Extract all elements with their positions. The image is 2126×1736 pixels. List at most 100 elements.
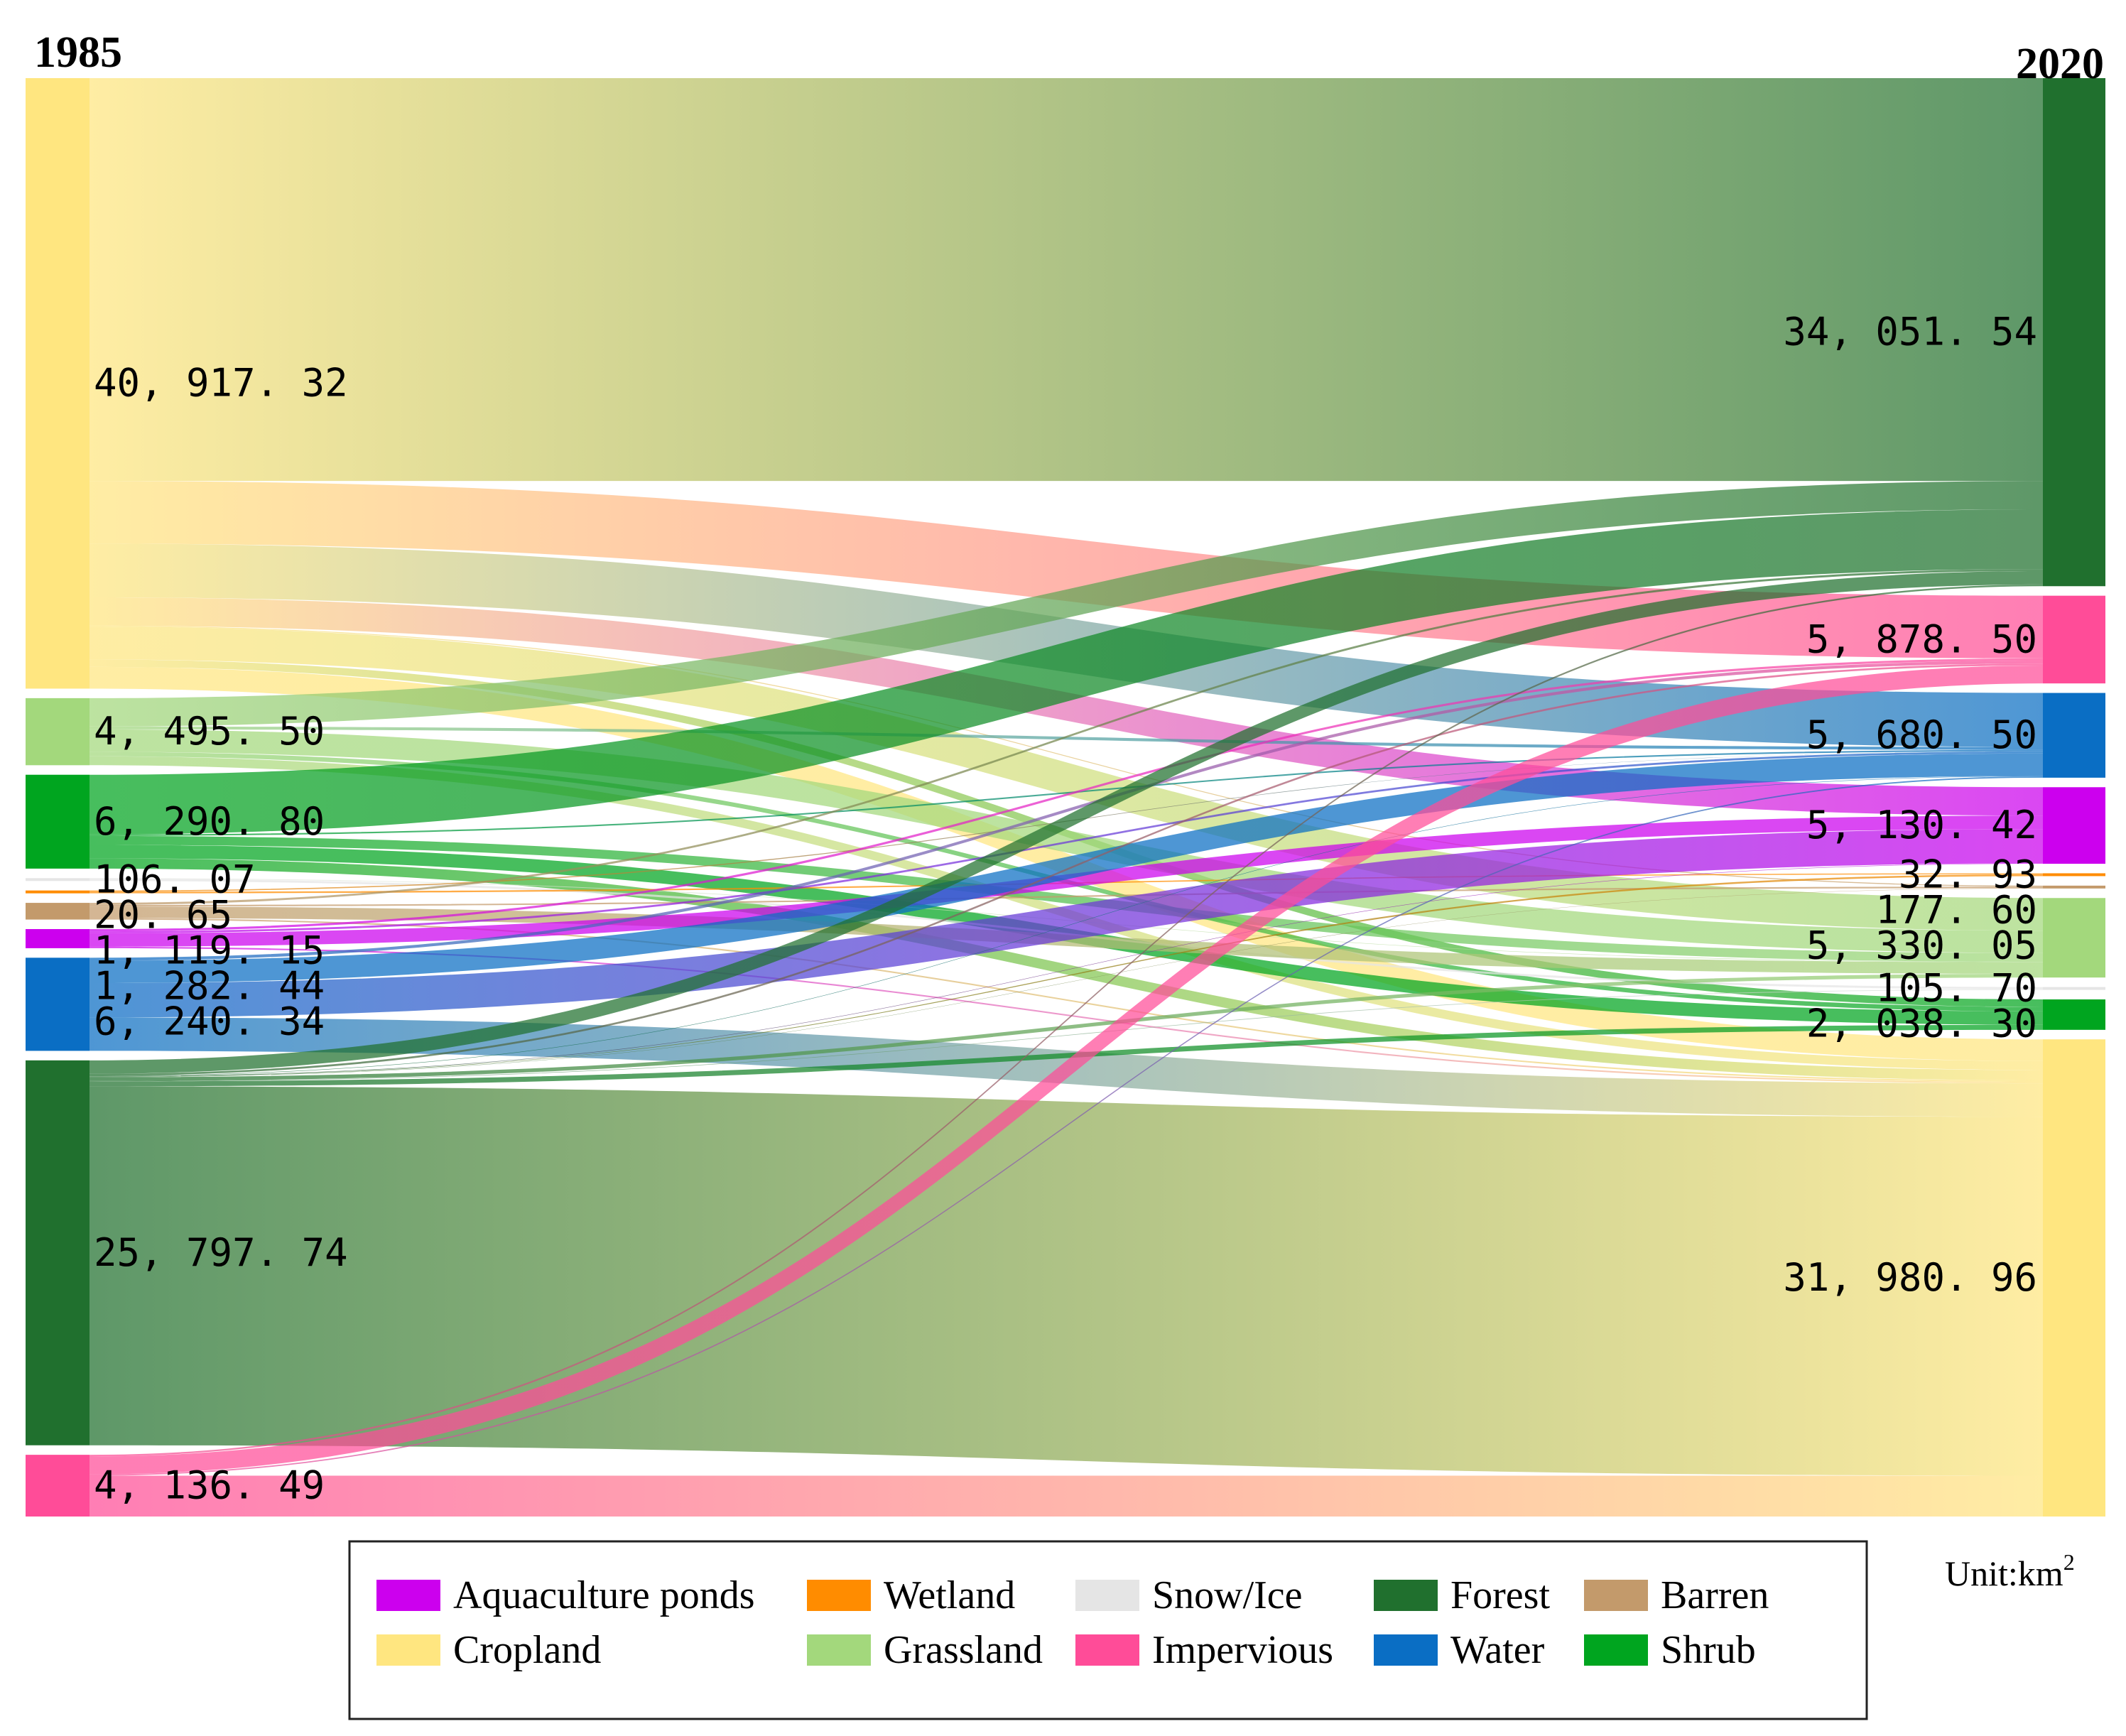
right-value-label-wetland: 32. 93: [1899, 852, 2037, 896]
right-nodes: [2043, 78, 2105, 1517]
legend-label-aquaculture-ponds: Aquaculture ponds: [453, 1573, 755, 1617]
legend-label-snow-ice: Snow/Ice: [1152, 1573, 1303, 1617]
left-value-label-barren: 1, 119. 15: [94, 928, 325, 972]
legend-label-cropland: Cropland: [453, 1628, 601, 1672]
flow-forest-to-impervious: [90, 663, 2043, 1076]
legend-swatch-grassland: [807, 1634, 871, 1666]
flow-forest-to-grassland: [90, 973, 2043, 1081]
left-node-forest: [26, 1060, 90, 1445]
right-value-label-barren: 177. 60: [1875, 887, 2037, 932]
left-node-barren: [26, 903, 90, 920]
legend-swatch-forest: [1374, 1580, 1438, 1611]
flow-cropland-to-aquaculture-ponds: [90, 597, 2043, 816]
flow-shrub-to-cropland: [90, 858, 2043, 1080]
legend-label-shrub: Shrub: [1661, 1628, 1756, 1672]
left-value-label-cropland: 40, 917. 32: [94, 361, 348, 406]
right-node-snow-ice: [2043, 987, 2105, 990]
flow-impervious-to-water: [90, 776, 2043, 1476]
flow-aquaculture-ponds-to-impervious: [90, 658, 2043, 932]
right-value-label-grassland: 5, 330. 05: [1806, 923, 2037, 967]
value-labels: 40, 917. 32 4, 495. 50 6, 290. 80 106. 0720…: [94, 310, 2037, 1508]
legend-swatch-cropland: [376, 1634, 440, 1666]
right-value-label-aquaculture-ponds: 5, 130. 42: [1806, 803, 2037, 847]
right-value-label-shrub: 2, 038. 30: [1806, 1002, 2037, 1046]
legend-label-impervious: Impervious: [1152, 1628, 1333, 1672]
right-node-forest: [2043, 78, 2105, 587]
flow-forest-to-aquaculture-ponds: [90, 863, 2043, 1077]
flow-forest-to-cropland: [90, 1086, 2043, 1476]
left-node-cropland: [26, 78, 90, 689]
flow-barren-to-forest: [90, 569, 2043, 905]
right-value-label-forest: 34, 051. 54: [1783, 310, 2037, 354]
flow-cropland-to-impervious: [90, 481, 2043, 658]
right-value-label-cropland: 31, 980. 96: [1783, 1255, 2037, 1300]
flow-shrub-to-forest: [90, 509, 2043, 835]
left-node-snow-ice: [26, 878, 90, 881]
flow-water-to-aquaculture-ponds: [90, 829, 2043, 1018]
flow-forest-to-snow-ice: [90, 989, 2043, 1082]
flow-impervious-to-forest: [90, 584, 2043, 1457]
right-value-label-impervious: 5, 878. 50: [1806, 617, 2037, 661]
left-value-label-aquaculture-ponds: 1, 282. 44: [94, 963, 325, 1008]
unit-label: Unit:km2: [1945, 1549, 2075, 1593]
left-value-label-water: 6, 240. 34: [94, 999, 325, 1043]
left-node-water: [26, 957, 90, 1051]
right-node-wetland: [2043, 873, 2105, 877]
flow-impervious-to-cropland: [90, 1475, 2043, 1517]
left-year-title: 1985: [34, 28, 122, 77]
right-value-label-water: 5, 680. 50: [1806, 712, 2037, 757]
left-node-impervious: [26, 1455, 90, 1517]
left-nodes: [26, 78, 90, 1517]
legend-swatch-aquaculture-ponds: [376, 1580, 440, 1611]
legend-label-grassland: Grassland: [884, 1628, 1043, 1672]
left-node-grassland: [26, 698, 90, 766]
left-value-label-snow-ice: 106. 07: [94, 857, 256, 901]
legend-swatch-wetland: [807, 1580, 871, 1611]
left-value-label-forest: 25, 797. 74: [94, 1230, 348, 1275]
right-node-grassland: [2043, 898, 2105, 978]
legend-swatch-snow-ice: [1075, 1580, 1139, 1611]
legend-box: [348, 1540, 1868, 1720]
flow-forest-to-water: [90, 776, 2043, 1077]
legend-swatch-impervious: [1075, 1634, 1139, 1666]
right-node-water: [2043, 693, 2105, 778]
flow-cropland-to-grassland: [90, 626, 2043, 931]
flow-forest-to-barren: [90, 888, 2043, 1078]
flow-grassland-to-grassland: [90, 729, 2043, 953]
flow-barren-to-barren: [90, 886, 2043, 907]
legend-label-barren: Barren: [1661, 1573, 1769, 1617]
legend-swatch-shrub: [1584, 1634, 1648, 1666]
left-value-label-shrub: 6, 290. 80: [94, 799, 325, 844]
legend-label-forest: Forest: [1450, 1573, 1550, 1617]
right-node-aquaculture-ponds: [2043, 787, 2105, 864]
flow-shrub-to-water: [90, 749, 2043, 836]
left-node-aquaculture-ponds: [26, 928, 90, 948]
right-node-barren: [2043, 885, 2105, 889]
legend-swatch-barren: [1584, 1580, 1648, 1611]
legend-swatch-water: [1374, 1634, 1438, 1666]
flow-aquaculture-ponds-to-aquaculture-ponds: [90, 815, 2043, 947]
flow-aquaculture-ponds-to-cropland: [90, 946, 2043, 1084]
flow-cropland-to-forest: [90, 78, 2043, 482]
flow-water-to-impervious: [90, 661, 2043, 961]
left-value-label-wetland: 20. 65: [94, 892, 232, 937]
right-node-shrub: [2043, 999, 2105, 1030]
right-node-cropland: [2043, 1039, 2105, 1517]
flows-layer: [90, 78, 2043, 1517]
flow-impervious-to-impervious: [90, 665, 2043, 1475]
flow-grassland-to-forest: [90, 481, 2043, 727]
left-value-label-impervious: 4, 136. 49: [94, 1463, 325, 1508]
left-value-label-grassland: 4, 495. 50: [94, 709, 325, 754]
flow-forest-to-shrub: [90, 1024, 2043, 1087]
right-year-title: 2020: [2016, 40, 2104, 88]
flow-forest-to-forest: [90, 570, 2043, 1074]
left-node-wetland: [26, 890, 90, 894]
right-node-impervious: [2043, 595, 2105, 684]
legend-label-wetland: Wetland: [884, 1573, 1015, 1617]
flow-barren-to-cropland: [90, 918, 2043, 1083]
legend: Aquaculture ponds Wetland Snow/Ice Forest Ba…: [348, 1540, 1868, 1720]
flow-aquaculture-ponds-to-water: [90, 751, 2043, 933]
right-value-label-snow-ice: 105. 70: [1875, 966, 2037, 1011]
flow-shrub-to-grassland: [90, 835, 2043, 962]
